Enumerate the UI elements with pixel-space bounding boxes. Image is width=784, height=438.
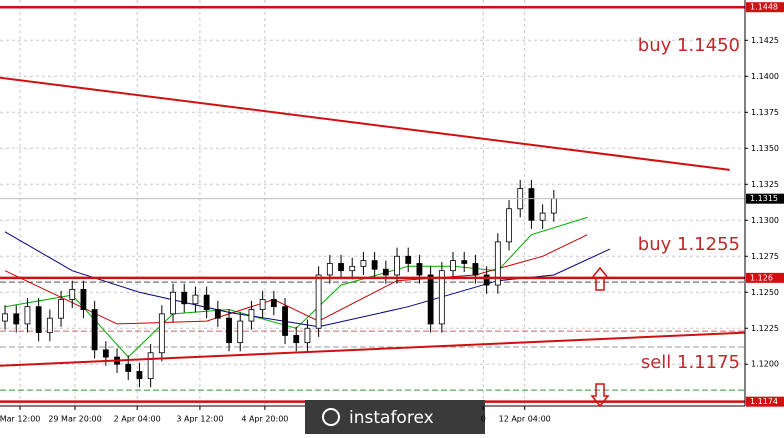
price-tag-label: 1.1174 <box>750 397 778 406</box>
up-arrow <box>590 266 610 291</box>
candle-body <box>360 260 367 267</box>
price-tag <box>746 272 784 283</box>
candle-body <box>394 255 400 276</box>
candle-body <box>91 309 98 351</box>
candle-body <box>46 317 53 333</box>
x-tick-label: 2 Apr 04:00 <box>114 415 161 424</box>
candle-body <box>181 291 188 305</box>
candle-body <box>528 188 535 221</box>
candle-body <box>382 268 389 276</box>
candle-body <box>35 306 42 333</box>
candle-body <box>539 212 546 221</box>
x-tick-label: 4 Apr 20:00 <box>241 415 288 424</box>
candle-body <box>102 349 109 358</box>
y-tick-label: 1.1225 <box>751 324 779 333</box>
price-tag-label: 1.126 <box>750 273 773 282</box>
price-tag-label: 1.1448 <box>750 3 778 12</box>
candle-body <box>13 313 20 325</box>
y-tick-label: 1.1250 <box>751 288 779 297</box>
candle-body <box>69 288 76 300</box>
candle-body <box>58 299 64 319</box>
annotation: buy 1.1450 <box>638 35 740 56</box>
logo-icon <box>322 408 340 426</box>
candle-body <box>203 294 210 310</box>
candle-body <box>259 299 266 310</box>
down-arrow <box>590 383 610 408</box>
candle-body <box>338 263 344 272</box>
candle-body <box>494 241 501 286</box>
candle-body <box>2 313 8 322</box>
candle-body <box>170 291 176 315</box>
candle-body <box>416 263 423 276</box>
candle-body <box>450 260 456 272</box>
x-tick-label: 3 Apr 12:00 <box>176 415 223 424</box>
y-tick-label: 1.1325 <box>751 180 779 189</box>
current-price-label: 1.1315 <box>750 194 778 203</box>
candle-body <box>506 208 512 243</box>
candle-body <box>270 299 277 308</box>
candle-body <box>80 288 87 310</box>
x-tick-label: 0 <box>481 415 486 424</box>
candle-body <box>326 263 333 276</box>
candle-body <box>248 309 255 322</box>
candle-body <box>371 260 378 270</box>
candle-body <box>349 265 356 272</box>
price-tag <box>746 193 784 204</box>
candle-body <box>214 309 221 319</box>
candle-body <box>550 198 557 214</box>
y-tick-label: 1.1275 <box>751 252 779 261</box>
price-tag <box>746 2 784 13</box>
trendline <box>0 76 730 171</box>
x-tick-label: 12 Apr 04:00 <box>499 415 551 424</box>
candle-body <box>315 274 322 329</box>
candle-body <box>293 335 300 344</box>
y-tick-label: 1.1350 <box>751 144 779 153</box>
candle-body <box>438 270 445 325</box>
candle-body <box>125 363 132 372</box>
trendline <box>0 331 746 367</box>
logo: instaforex <box>349 408 434 428</box>
y-tick-label: 1.1400 <box>751 72 779 81</box>
y-tick-label: 1.1300 <box>751 216 779 225</box>
y-tick-label: 1.1375 <box>751 108 779 117</box>
candle-body <box>192 294 199 305</box>
y-tick-label: 1.1425 <box>751 36 779 45</box>
candle-body <box>24 306 31 325</box>
x-tick-label: Mar 12:00 <box>0 415 40 424</box>
candle-body <box>461 260 468 264</box>
candle-body <box>158 313 165 354</box>
candle-body <box>304 327 311 344</box>
candle-body <box>136 371 143 380</box>
annotation: sell 1.1175 <box>641 352 740 373</box>
candle-body <box>147 352 154 380</box>
grid <box>0 0 745 406</box>
candle-body <box>405 255 412 264</box>
price-tag <box>746 396 784 407</box>
candle-body <box>483 274 490 286</box>
candle-body <box>237 320 244 344</box>
candle-body <box>226 317 232 344</box>
x-tick-label: 29 Mar 20:00 <box>48 415 101 424</box>
annotation: buy 1.1255 <box>638 234 740 255</box>
candle-body <box>472 263 479 276</box>
logo-box <box>305 400 485 434</box>
candle-body <box>427 274 434 325</box>
y-tick-label: 1.1200 <box>751 360 779 369</box>
candle-body <box>282 306 288 336</box>
